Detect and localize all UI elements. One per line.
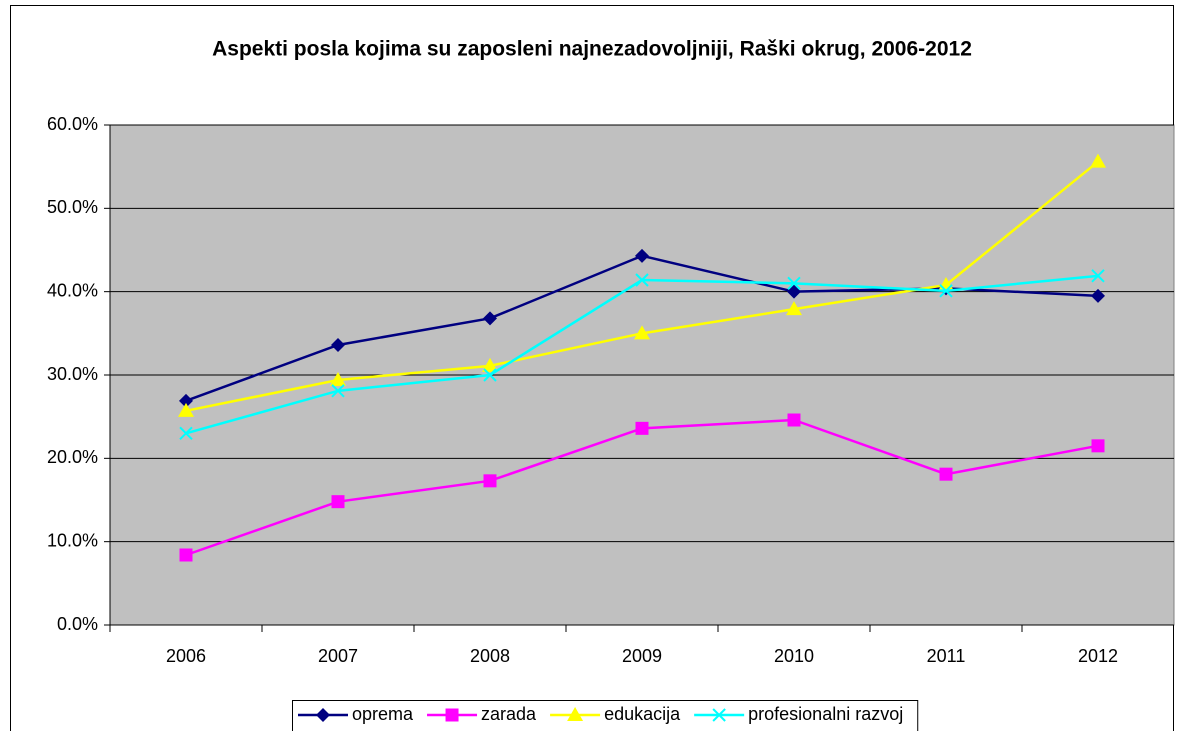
chart-title: Aspekti posla kojima su zaposleni najnez… <box>212 38 972 61</box>
y-tick-label: 20.0% <box>47 447 98 467</box>
legend: oprema zarada edukacija profesionalni razvo… <box>292 700 919 731</box>
legend-label: zarada <box>481 704 537 724</box>
marker <box>1091 439 1105 453</box>
y-tick-label: 50.0% <box>47 197 98 217</box>
marker <box>179 426 193 441</box>
y-tick-label: 30.0% <box>47 364 98 384</box>
marker <box>483 368 497 382</box>
marker <box>445 708 459 722</box>
marker <box>1091 288 1105 303</box>
x-tick-label: 2009 <box>622 646 662 666</box>
legend-label: edukacija <box>604 704 681 724</box>
x-tick-label: 2012 <box>1078 646 1118 666</box>
marker <box>178 402 194 417</box>
marker <box>635 421 649 435</box>
marker <box>483 474 497 488</box>
x-tick-label: 2007 <box>318 646 358 666</box>
marker <box>330 372 346 386</box>
marker <box>787 276 801 291</box>
marker <box>482 357 498 372</box>
marker <box>567 707 584 721</box>
marker <box>331 495 345 509</box>
marker <box>1091 269 1105 283</box>
marker <box>331 384 345 398</box>
marker <box>483 311 497 326</box>
marker <box>1090 153 1106 168</box>
y-tick-label: 40.0% <box>47 280 98 300</box>
marker <box>635 273 649 287</box>
x-tick-label: 2011 <box>927 646 966 666</box>
marker <box>634 325 650 340</box>
marker <box>179 548 193 562</box>
marker <box>787 413 801 427</box>
marker <box>939 467 953 481</box>
legend-label: oprema <box>352 704 414 724</box>
x-tick-label: 2010 <box>774 646 814 666</box>
marker <box>179 393 193 408</box>
y-tick-label: 0.0% <box>57 614 98 634</box>
marker <box>712 708 726 722</box>
marker <box>635 248 649 263</box>
x-tick-label: 2006 <box>166 646 206 666</box>
legend-label: profesionalni razvoj <box>748 704 903 724</box>
y-tick-label: 60.0% <box>47 114 98 134</box>
marker <box>331 338 345 352</box>
marker <box>786 301 802 316</box>
x-tick-label: 2008 <box>470 646 510 666</box>
y-tick-label: 10.0% <box>47 530 98 550</box>
legend-box <box>292 700 919 731</box>
marker <box>316 708 330 722</box>
marker <box>939 284 953 298</box>
